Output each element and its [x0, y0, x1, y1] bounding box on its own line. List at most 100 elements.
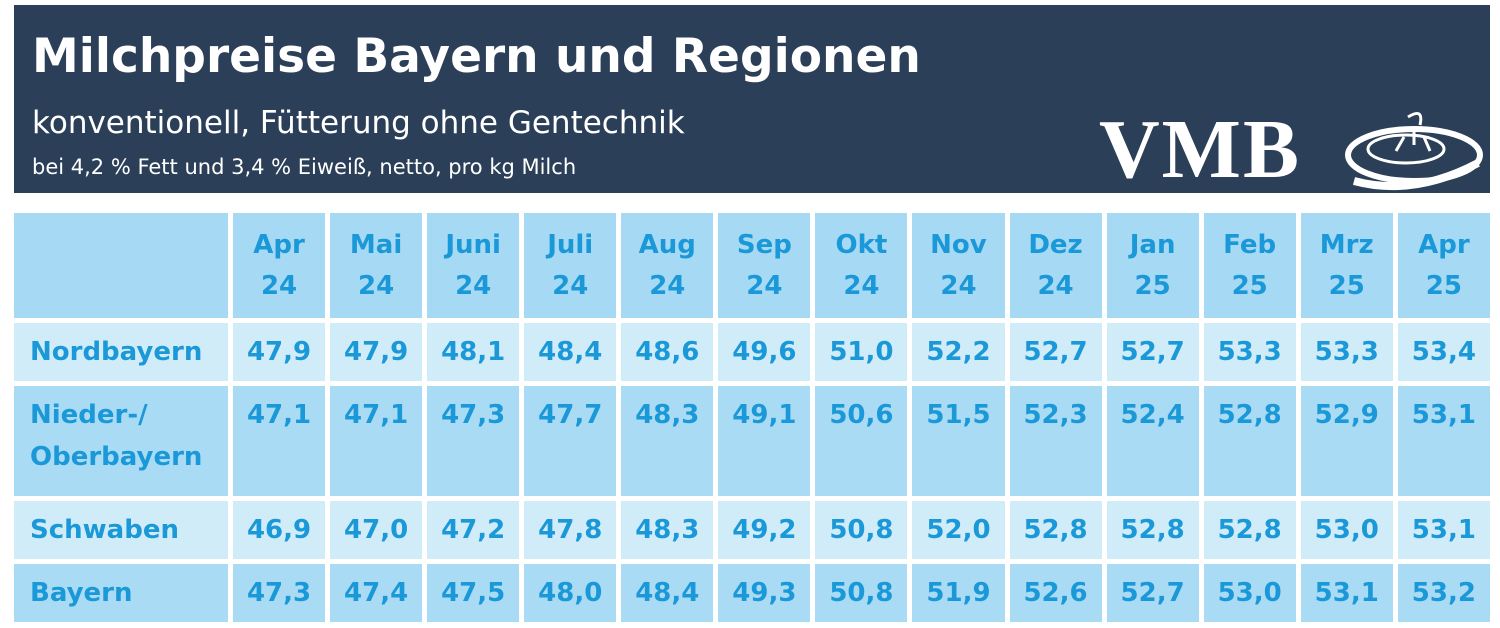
column-header: Nov 24	[912, 213, 1005, 318]
price-cell: 47,9	[330, 323, 423, 381]
price-cell: 51,5	[912, 386, 1005, 496]
cell-line: Bayern	[30, 578, 133, 608]
price-cell: 47,4	[330, 564, 423, 622]
column-header: Sep 24	[718, 213, 811, 318]
data-row: Schwaben 46,9 47,0 47,2 47,8 48,3 49,2 50,8 52,0…	[14, 501, 1490, 559]
price-cell: 52,8	[1009, 501, 1102, 559]
price-cell: 52,6	[1009, 564, 1102, 622]
cell-line: Okt	[835, 229, 888, 260]
cell-line: 24	[260, 270, 298, 301]
cell-line: 24	[552, 270, 589, 301]
price-cell: 53,0	[1300, 501, 1393, 559]
cell-line: Mai	[349, 229, 403, 260]
column-header: Apr 25	[1397, 213, 1490, 318]
price-cell: 53,4	[1397, 323, 1490, 381]
price-cell: 53,1	[1397, 501, 1490, 559]
cell-line: 24	[455, 270, 492, 301]
price-cell: 48,6	[621, 323, 714, 381]
price-cell: 49,3	[718, 564, 811, 622]
price-cell: 47,8	[524, 501, 617, 559]
title: Milchpreise Bayern und Regionen	[32, 29, 921, 84]
cell-line: 24	[843, 270, 880, 301]
cell-line: Nieder-/	[30, 400, 148, 430]
column-header: Dez 24	[1009, 213, 1102, 318]
corner-cell	[14, 213, 228, 318]
cell-line: 25	[1328, 270, 1365, 301]
cell-line: Mrz	[1319, 229, 1374, 260]
subtitle: konventionell, Fütterung ohne Gentechnik	[32, 105, 685, 141]
price-cell: 52,4	[1106, 386, 1199, 496]
price-cell: 52,2	[912, 323, 1005, 381]
price-cell: 47,1	[330, 386, 423, 496]
column-header: Apr 24	[233, 213, 326, 318]
price-cell: 47,3	[427, 386, 520, 496]
cell-line: Juli	[547, 229, 594, 260]
row-name: Nordbayern	[14, 323, 228, 381]
price-cell: 48,4	[524, 323, 617, 381]
price-cell: 48,3	[621, 386, 714, 496]
cell-line: Nordbayern	[30, 337, 203, 367]
column-header: Feb 25	[1203, 213, 1296, 318]
price-cell: 49,2	[718, 501, 811, 559]
price-cell: 50,8	[815, 564, 908, 622]
price-cell: 48,3	[621, 501, 714, 559]
price-cell: 49,6	[718, 323, 811, 381]
cell-line: Nov	[930, 229, 987, 260]
price-cell: 53,3	[1300, 323, 1393, 381]
price-cell: 52,7	[1106, 323, 1199, 381]
column-header: Juli 24	[524, 213, 617, 318]
header-row: Apr 24 Mai 24 Juni 24 Juli 24 Aug 24 Sep 24 Okt 24 Nov…	[14, 213, 1490, 318]
cell-line: Sep	[736, 229, 792, 260]
cell-line: Oberbayern	[30, 442, 203, 472]
price-cell: 50,8	[815, 501, 908, 559]
price-cell: 47,7	[524, 386, 617, 496]
column-header: Jan 25	[1106, 213, 1199, 318]
price-cell: 52,0	[912, 501, 1005, 559]
price-cell: 53,1	[1397, 386, 1490, 496]
cell-line: 25	[1134, 270, 1171, 301]
data-row: Bayern 47,3 47,4 47,5 48,0 48,4 49,3 50,8 51,9 52…	[14, 564, 1490, 622]
logo-swirl	[1345, 111, 1483, 191]
header: Milchpreise Bayern und Regionen konventi…	[14, 5, 1490, 196]
price-cell: 47,1	[233, 386, 326, 496]
price-cell: 47,5	[427, 564, 520, 622]
price-cell: 51,9	[912, 564, 1005, 622]
logo: VMB	[1099, 103, 1301, 196]
price-cell: 53,3	[1203, 323, 1296, 381]
price-cell: 48,4	[621, 564, 714, 622]
price-cell: 53,1	[1300, 564, 1393, 622]
price-cell: 52,8	[1106, 501, 1199, 559]
price-cell: 47,2	[427, 501, 520, 559]
column-header: Mrz 25	[1300, 213, 1393, 318]
column-header: Juni 24	[427, 213, 520, 318]
cell-line: 25	[1231, 270, 1268, 301]
price-cell: 48,0	[524, 564, 617, 622]
cell-line: 24	[940, 270, 977, 301]
column-header: Okt 24	[815, 213, 908, 318]
price-cell: 52,7	[1009, 323, 1102, 381]
price-cell: 47,9	[233, 323, 326, 381]
cell-line: Apr	[1418, 229, 1470, 260]
price-cell: 49,1	[718, 386, 811, 496]
price-cell: 47,3	[233, 564, 326, 622]
cell-line: 24	[746, 270, 783, 301]
cell-line: Schwaben	[30, 515, 179, 545]
price-table: Apr 24 Mai 24 Juni 24 Juli 24 Aug 24 Sep 24 Okt 24 Nov…	[9, 208, 1495, 627]
cell-line: Dez	[1028, 229, 1083, 260]
note: bei 4,2 % Fett und 3,4 % Eiweiß, netto, …	[32, 155, 577, 179]
price-cell: 53,2	[1397, 564, 1490, 622]
cell-line: 24	[1037, 270, 1074, 301]
price-cell: 52,8	[1203, 386, 1296, 496]
cell-line: 24	[358, 270, 395, 301]
cell-line: Feb	[1223, 229, 1277, 260]
cell-line: 25	[1425, 270, 1462, 301]
row-name: Bayern	[14, 564, 228, 622]
price-cell: 48,1	[427, 323, 520, 381]
price-cell: 51,0	[815, 323, 908, 381]
row-name: Nieder-/ Oberbayern	[14, 386, 228, 496]
price-cell: 52,9	[1300, 386, 1393, 496]
cell-line: Apr	[253, 229, 305, 260]
price-cell: 52,7	[1106, 564, 1199, 622]
cell-line: Juni	[445, 229, 501, 260]
